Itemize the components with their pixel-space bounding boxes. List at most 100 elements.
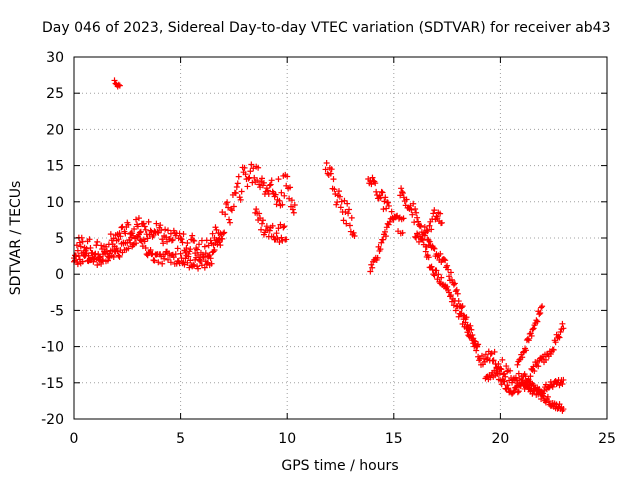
data-point: [290, 209, 297, 216]
data-point: [556, 334, 563, 341]
data-point: [133, 240, 140, 247]
data-point: [340, 217, 347, 224]
data-point: [125, 221, 132, 228]
data-point: [323, 159, 330, 166]
data-point: [501, 378, 508, 385]
data-point: [158, 227, 165, 234]
data-point: [94, 238, 101, 245]
data-point: [458, 310, 465, 317]
y-tick-label: 25: [46, 86, 64, 102]
data-point: [454, 290, 461, 297]
data-point: [478, 352, 485, 359]
data-point: [464, 329, 471, 336]
data-point: [183, 245, 190, 252]
data-point: [368, 261, 375, 268]
data-point: [431, 272, 438, 279]
data-point: [259, 217, 266, 224]
data-point: [437, 210, 444, 217]
data-point: [147, 247, 154, 254]
data-point: [177, 235, 184, 242]
x-tick-label: 10: [278, 431, 296, 447]
axis-ticks: 0 5 10 15 20 25 -20 -15 -10 -5 0 5 10 15 20 25 30: [41, 50, 616, 447]
data-point: [552, 339, 559, 346]
data-point: [495, 361, 502, 368]
data-point: [131, 226, 138, 233]
data-point: [556, 401, 563, 408]
data-point: [241, 164, 248, 171]
data-point: [162, 226, 169, 233]
data-point: [382, 233, 389, 240]
data-point: [141, 223, 148, 230]
data-point: [145, 218, 152, 225]
data-point: [333, 201, 340, 208]
data-point: [180, 231, 187, 238]
data-point: [174, 245, 181, 252]
data-point: [237, 196, 244, 203]
data-point: [346, 206, 353, 213]
data-point: [448, 298, 455, 305]
data-point: [167, 230, 174, 237]
data-point: [265, 191, 272, 198]
data-point: [276, 197, 283, 204]
data-point: [442, 257, 449, 264]
y-tick-label: 20: [46, 122, 64, 138]
data-point: [441, 256, 448, 263]
data-point: [259, 175, 266, 182]
data-point: [425, 254, 432, 261]
data-point: [114, 248, 121, 255]
x-tick-label: 15: [385, 431, 403, 447]
data-point: [514, 389, 521, 396]
data-point: [281, 192, 288, 199]
data-point: [76, 239, 83, 246]
data-point: [504, 382, 511, 389]
data-point: [327, 170, 334, 177]
data-point: [155, 229, 162, 236]
data-point: [116, 230, 123, 237]
series-rise-7-10h: [209, 161, 298, 254]
y-axis-label: SDTVAR / TECUs: [8, 181, 24, 296]
data-point: [258, 178, 265, 185]
data-point: [201, 264, 208, 271]
data-point: [337, 204, 344, 211]
data-point: [463, 325, 470, 332]
data-point: [384, 220, 391, 227]
data-point: [444, 262, 451, 269]
data-point: [381, 228, 388, 235]
data-point: [79, 258, 86, 265]
data-point: [218, 235, 225, 242]
data-point: [379, 189, 386, 196]
data-point: [178, 236, 185, 243]
data-point: [542, 356, 549, 363]
y-tick-label: -15: [41, 376, 64, 392]
data-point: [273, 201, 280, 208]
data-point: [159, 260, 166, 267]
series-cluster-14h: [365, 174, 407, 237]
data-point: [338, 198, 345, 205]
series-dip-14h: [367, 220, 392, 275]
data-point: [281, 223, 288, 230]
chart-title: Day 046 of 2023, Sidereal Day-to-day VTE…: [42, 20, 611, 36]
data-point: [208, 260, 215, 267]
data-point: [524, 335, 531, 342]
data-point: [346, 222, 353, 229]
data-point: [488, 350, 495, 357]
data-point: [431, 207, 438, 214]
data-point: [527, 373, 534, 380]
data-point: [110, 254, 117, 261]
data-point: [289, 206, 296, 213]
data-point: [116, 253, 123, 260]
data-point: [409, 211, 416, 218]
data-point: [83, 250, 90, 257]
data-point: [196, 241, 203, 248]
data-point: [539, 303, 546, 310]
data-point: [157, 222, 164, 229]
data-point: [428, 263, 435, 270]
data-point: [342, 208, 349, 215]
data-point: [530, 325, 537, 332]
data-point: [373, 188, 380, 195]
data-point: [540, 390, 547, 397]
data-point: [117, 233, 124, 240]
data-point: [450, 281, 457, 288]
data-point: [559, 381, 566, 388]
